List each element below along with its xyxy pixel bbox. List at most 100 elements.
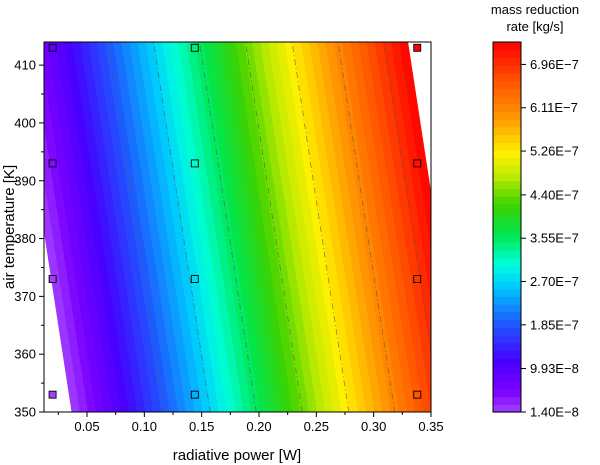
colorbar-band (493, 296, 521, 305)
y-axis-label: air temperature [K] (1, 165, 18, 289)
colorbar-band (493, 342, 521, 351)
sample-point (190, 390, 199, 399)
colorbar-tick-label: 6.11E−7 (530, 100, 578, 115)
heatmap-band (55, 42, 122, 412)
colorbar (493, 42, 521, 413)
heatmap-fill (44, 42, 431, 412)
y-axis-ticks: 350 360 370 380 390 400 410 (14, 58, 44, 420)
colorbar-band (493, 173, 521, 182)
heatmap-band (80, 42, 146, 412)
heatmap-band (121, 42, 187, 412)
heatmap-band (72, 42, 138, 412)
colorbar-band (493, 311, 521, 321)
colorbar-title-line2: rate [kg/s] (506, 19, 563, 34)
heatmap-band (63, 42, 130, 412)
colorbar-band (493, 95, 521, 105)
sample-point (190, 43, 199, 52)
colorbar-band (493, 319, 521, 328)
sample-point (48, 275, 57, 283)
heatmap-band (219, 42, 285, 412)
colorbar-tick-label: 4.40E−7 (530, 187, 579, 202)
colorbar-band (493, 180, 521, 190)
colorbar-band (493, 88, 521, 97)
heatmap-band (186, 42, 253, 412)
contour-line (107, 42, 165, 412)
x-axis-label: radiative power [W] (173, 447, 301, 464)
heatmap-band (260, 42, 326, 412)
heatmap-band (358, 42, 424, 412)
colorbar-band (493, 188, 521, 197)
y-tick-label: 380 (14, 231, 36, 246)
heatmap-band (170, 42, 236, 412)
colorbar-tick-label: 9.93E−8 (530, 361, 579, 376)
colorbar-band (493, 234, 521, 244)
contour-lines (107, 42, 431, 412)
heatmap-band (44, 42, 105, 412)
contour-line (153, 42, 211, 412)
colorbar-band (493, 365, 521, 375)
colorbar-band (493, 103, 521, 112)
colorbar-band (493, 65, 521, 74)
heatmap-band (202, 42, 269, 412)
colorbar-band (493, 134, 521, 143)
heatmap-band (227, 42, 294, 412)
colorbar-band (493, 157, 521, 166)
x-tick-label: 0.25 (304, 419, 329, 434)
colorbar-band (493, 288, 521, 297)
sample-point (190, 275, 199, 283)
colorbar-title-line1: mass reduction (491, 2, 579, 17)
colorbar-band (493, 334, 521, 344)
colorbar-band (493, 196, 521, 205)
colorbar-band (493, 273, 521, 282)
colorbar-tick-label: 3.55E−7 (530, 231, 579, 246)
heatmap-band (88, 42, 154, 412)
y-tick-label: 350 (14, 405, 36, 420)
sample-point (413, 275, 422, 283)
colorbar-band (493, 381, 521, 390)
x-tick-label: 0.15 (189, 419, 214, 434)
colorbar-tick-label: 5.26E−7 (530, 144, 579, 159)
sample-points (48, 43, 422, 399)
colorbar-band (493, 211, 521, 220)
sample-point (413, 159, 422, 168)
x-tick-label: 0.20 (246, 419, 271, 434)
heatmap-band (112, 42, 179, 412)
heatmap-band (350, 42, 416, 412)
heatmap-band (301, 42, 367, 412)
sample-point (190, 159, 199, 168)
heatmap-band (317, 42, 384, 412)
colorbar-band (493, 388, 521, 398)
heatmap-band (145, 42, 212, 412)
colorbar-tick-label: 1.85E−7 (530, 317, 579, 332)
colorbar-band (493, 111, 521, 120)
heatmap-band (211, 42, 277, 412)
heatmap-band (366, 42, 431, 412)
sample-point (48, 43, 57, 52)
colorbar-band (493, 304, 521, 313)
colorbar-band (493, 358, 521, 367)
sample-point (413, 390, 422, 399)
colorbar-band (493, 80, 521, 89)
colorbar-band (493, 165, 521, 174)
colorbar-band (493, 57, 521, 66)
heatmap-band (391, 42, 431, 303)
colorbar-band (493, 72, 521, 82)
y-tick-label: 390 (14, 173, 36, 188)
x-tick-label: 0.35 (418, 419, 443, 434)
x-tick-label: 0.05 (74, 419, 99, 434)
colorbar-band (493, 250, 521, 259)
y-tick-label: 360 (14, 347, 36, 362)
x-tick-label: 0.30 (361, 419, 386, 434)
colorbar-band (493, 350, 521, 359)
colorbar-band (493, 42, 521, 51)
colorbar-tick-label: 1.40E−8 (530, 405, 579, 420)
contour-line (383, 42, 431, 352)
heatmap-band (292, 42, 359, 412)
heatmap-band (153, 42, 220, 412)
colorbar-band (493, 265, 521, 274)
heatmap-band (309, 42, 375, 412)
heatmap-band (382, 42, 431, 356)
heatmap-band (137, 42, 204, 412)
colorbar-frame (492, 41, 522, 413)
